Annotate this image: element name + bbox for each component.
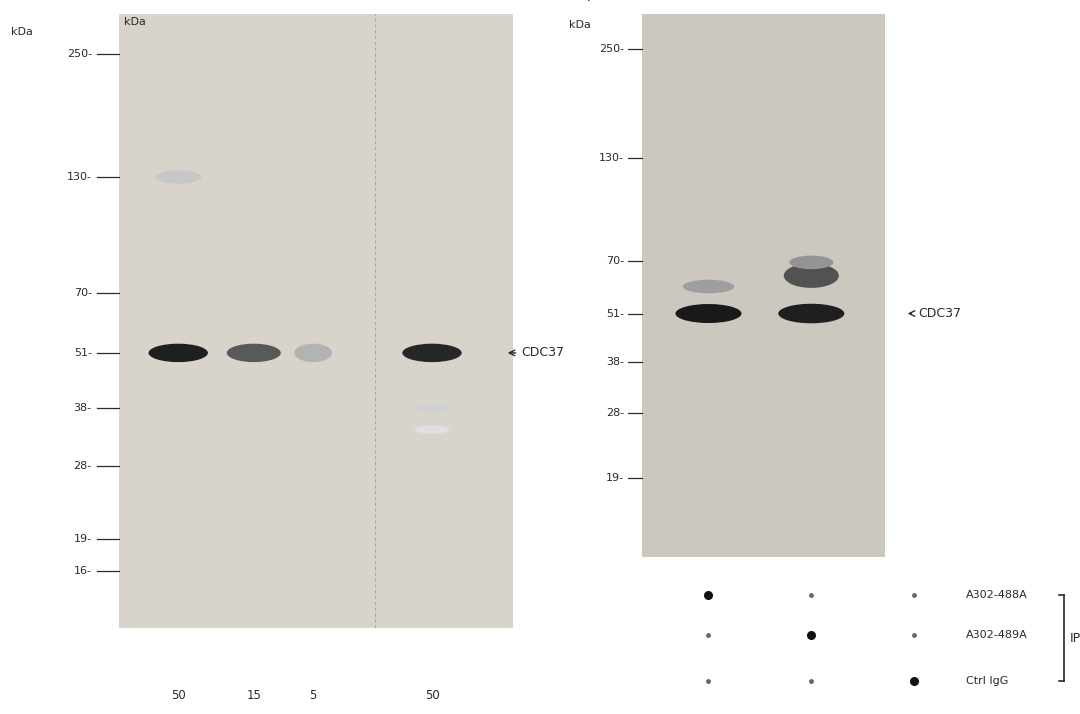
Text: 15: 15 xyxy=(246,689,261,703)
Text: kDa: kDa xyxy=(11,26,32,36)
Text: kDa: kDa xyxy=(124,17,146,27)
Ellipse shape xyxy=(789,256,834,269)
Bar xyxy=(643,14,885,557)
Bar xyxy=(289,678,337,714)
Ellipse shape xyxy=(227,343,281,362)
Text: 250-: 250- xyxy=(599,44,624,54)
Text: 51-: 51- xyxy=(606,308,624,318)
Text: 70-: 70- xyxy=(606,256,624,266)
Ellipse shape xyxy=(784,263,839,288)
Ellipse shape xyxy=(683,280,734,293)
Text: 38-: 38- xyxy=(606,358,624,368)
Text: 5: 5 xyxy=(310,689,316,703)
Text: 250-: 250- xyxy=(67,49,92,59)
Text: B. IP/WB: B. IP/WB xyxy=(554,0,619,4)
Ellipse shape xyxy=(149,343,207,362)
Text: 28-: 28- xyxy=(606,408,624,418)
Text: 19-: 19- xyxy=(606,473,624,483)
Text: A302-488A: A302-488A xyxy=(966,590,1028,600)
Bar xyxy=(119,14,513,628)
Ellipse shape xyxy=(294,343,333,362)
Text: A302-489A: A302-489A xyxy=(966,630,1028,640)
Text: Ctrl IgG: Ctrl IgG xyxy=(966,676,1009,686)
Ellipse shape xyxy=(779,303,845,323)
Ellipse shape xyxy=(156,170,201,183)
Text: 130-: 130- xyxy=(67,172,92,182)
Text: 28-: 28- xyxy=(73,461,92,471)
Bar xyxy=(229,678,279,714)
Text: CDC37: CDC37 xyxy=(918,307,961,320)
Ellipse shape xyxy=(675,304,742,323)
Text: 50: 50 xyxy=(171,689,186,703)
Ellipse shape xyxy=(415,426,449,433)
Ellipse shape xyxy=(411,403,453,413)
Text: kDa: kDa xyxy=(11,51,30,61)
Text: 50: 50 xyxy=(424,689,440,703)
Text: CDC37: CDC37 xyxy=(522,346,564,359)
Text: IP: IP xyxy=(1069,632,1080,645)
Text: kDa: kDa xyxy=(569,20,591,30)
Text: 70-: 70- xyxy=(73,288,92,298)
Text: 38-: 38- xyxy=(73,403,92,413)
Text: 130-: 130- xyxy=(599,153,624,163)
Bar xyxy=(154,678,203,714)
Text: 19-: 19- xyxy=(73,533,92,543)
Text: 51-: 51- xyxy=(73,348,92,358)
Text: A. WB: A. WB xyxy=(0,0,35,2)
Text: 16-: 16- xyxy=(73,566,92,576)
Bar xyxy=(408,678,456,714)
Ellipse shape xyxy=(402,343,462,362)
